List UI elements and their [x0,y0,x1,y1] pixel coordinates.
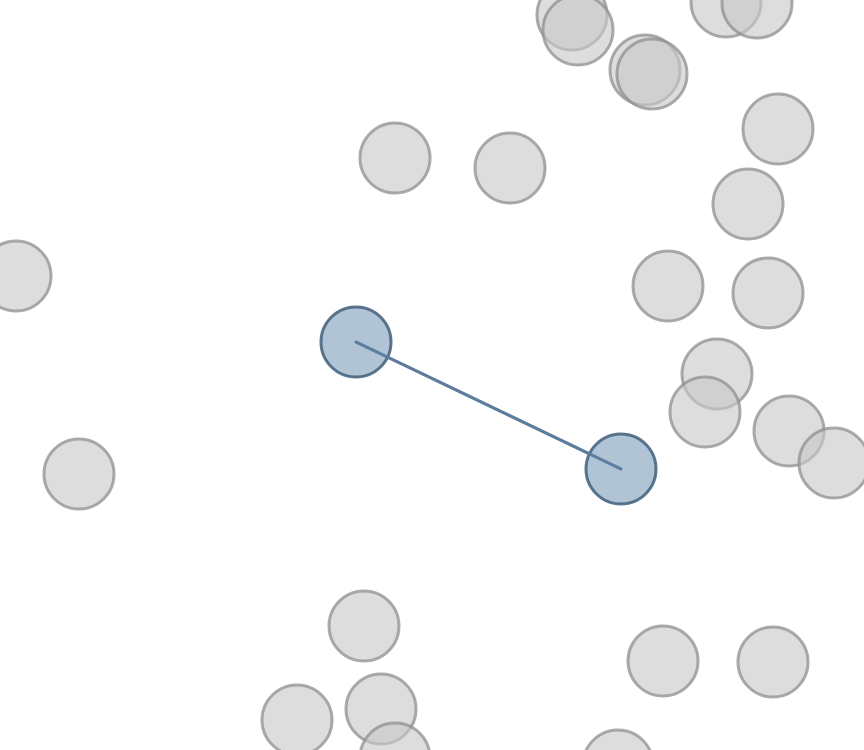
graph-node-20[interactable] [626,624,700,698]
graph-node-13[interactable] [731,256,805,330]
selected-nodes-layer [319,305,658,506]
selected-edge-overlay [354,340,623,471]
graph-node-19[interactable] [327,589,401,663]
graph-node-10[interactable] [473,131,547,205]
graph-node-25[interactable] [583,728,653,750]
graph-node-24[interactable] [359,721,431,750]
graph-node-9[interactable] [358,121,432,195]
graph-node-8[interactable] [711,167,785,241]
graph-node-12[interactable] [631,249,705,323]
graph-node-7[interactable] [741,92,815,166]
graph-node-15[interactable] [668,375,742,449]
graph-node-4[interactable] [615,37,689,111]
graph-node-2[interactable] [541,0,615,67]
graph-node-18[interactable] [42,437,116,511]
graph-node-21[interactable] [736,625,810,699]
graph-node-17[interactable] [797,426,864,500]
graph-node-6[interactable] [720,0,794,40]
graph-node-11[interactable] [0,239,53,313]
graph-node-22[interactable] [260,683,334,750]
